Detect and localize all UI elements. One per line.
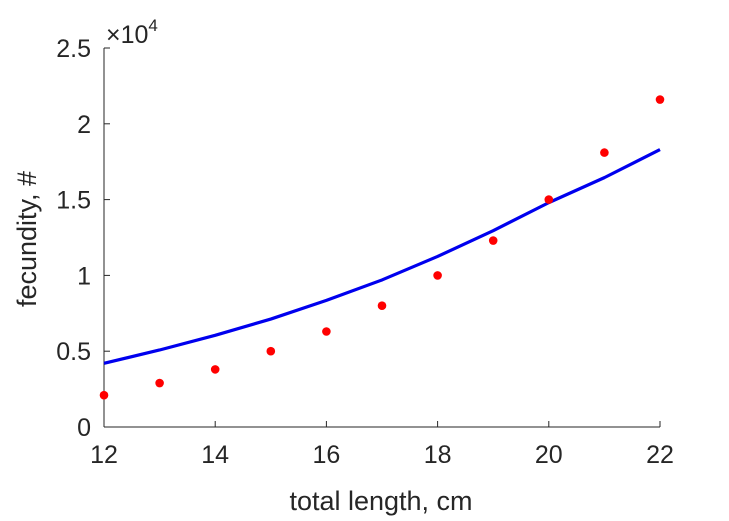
x-tick-label: 12 bbox=[90, 441, 118, 469]
y-tick-label: 2 bbox=[77, 111, 91, 139]
data-point bbox=[266, 346, 276, 356]
fit-line bbox=[103, 148, 661, 365]
y-axis-exponent-power: 4 bbox=[148, 16, 157, 35]
x-tick-label: 16 bbox=[312, 441, 340, 469]
y-tick-label: 2.5 bbox=[56, 35, 91, 63]
data-point bbox=[600, 148, 609, 157]
data-points-layer bbox=[99, 95, 665, 400]
data-point bbox=[655, 95, 665, 104]
axes: 12 14 16 18 20 22 0 0.5 1 1.5 2 2.5 bbox=[56, 35, 674, 469]
data-point bbox=[99, 390, 109, 400]
y-tick-label: 0 bbox=[77, 414, 91, 442]
y-axis-exponent-base: ×10 bbox=[106, 21, 148, 49]
data-point bbox=[488, 236, 498, 245]
data-point bbox=[210, 365, 220, 374]
y-tick-label: 1 bbox=[77, 262, 91, 290]
x-axis-label: total length, cm bbox=[289, 486, 472, 516]
x-tick-label: 22 bbox=[646, 441, 674, 469]
y-tick-label: 0.5 bbox=[56, 338, 91, 366]
x-tick-label: 18 bbox=[424, 441, 452, 469]
labels-layer: total length, cm fecundity, # ×104 bbox=[12, 16, 473, 516]
data-point bbox=[155, 378, 164, 388]
fit-line-layer bbox=[103, 148, 661, 365]
data-point bbox=[322, 327, 331, 336]
y-axis-label: fecundity, # bbox=[12, 171, 42, 307]
y-tick-label: 1.5 bbox=[56, 187, 91, 215]
x-tick-label: 20 bbox=[535, 441, 563, 469]
data-point bbox=[377, 301, 387, 311]
y-axis-exponent: ×104 bbox=[106, 16, 158, 49]
data-point bbox=[433, 271, 442, 280]
x-tick-label: 14 bbox=[201, 441, 229, 469]
data-point bbox=[544, 195, 554, 204]
